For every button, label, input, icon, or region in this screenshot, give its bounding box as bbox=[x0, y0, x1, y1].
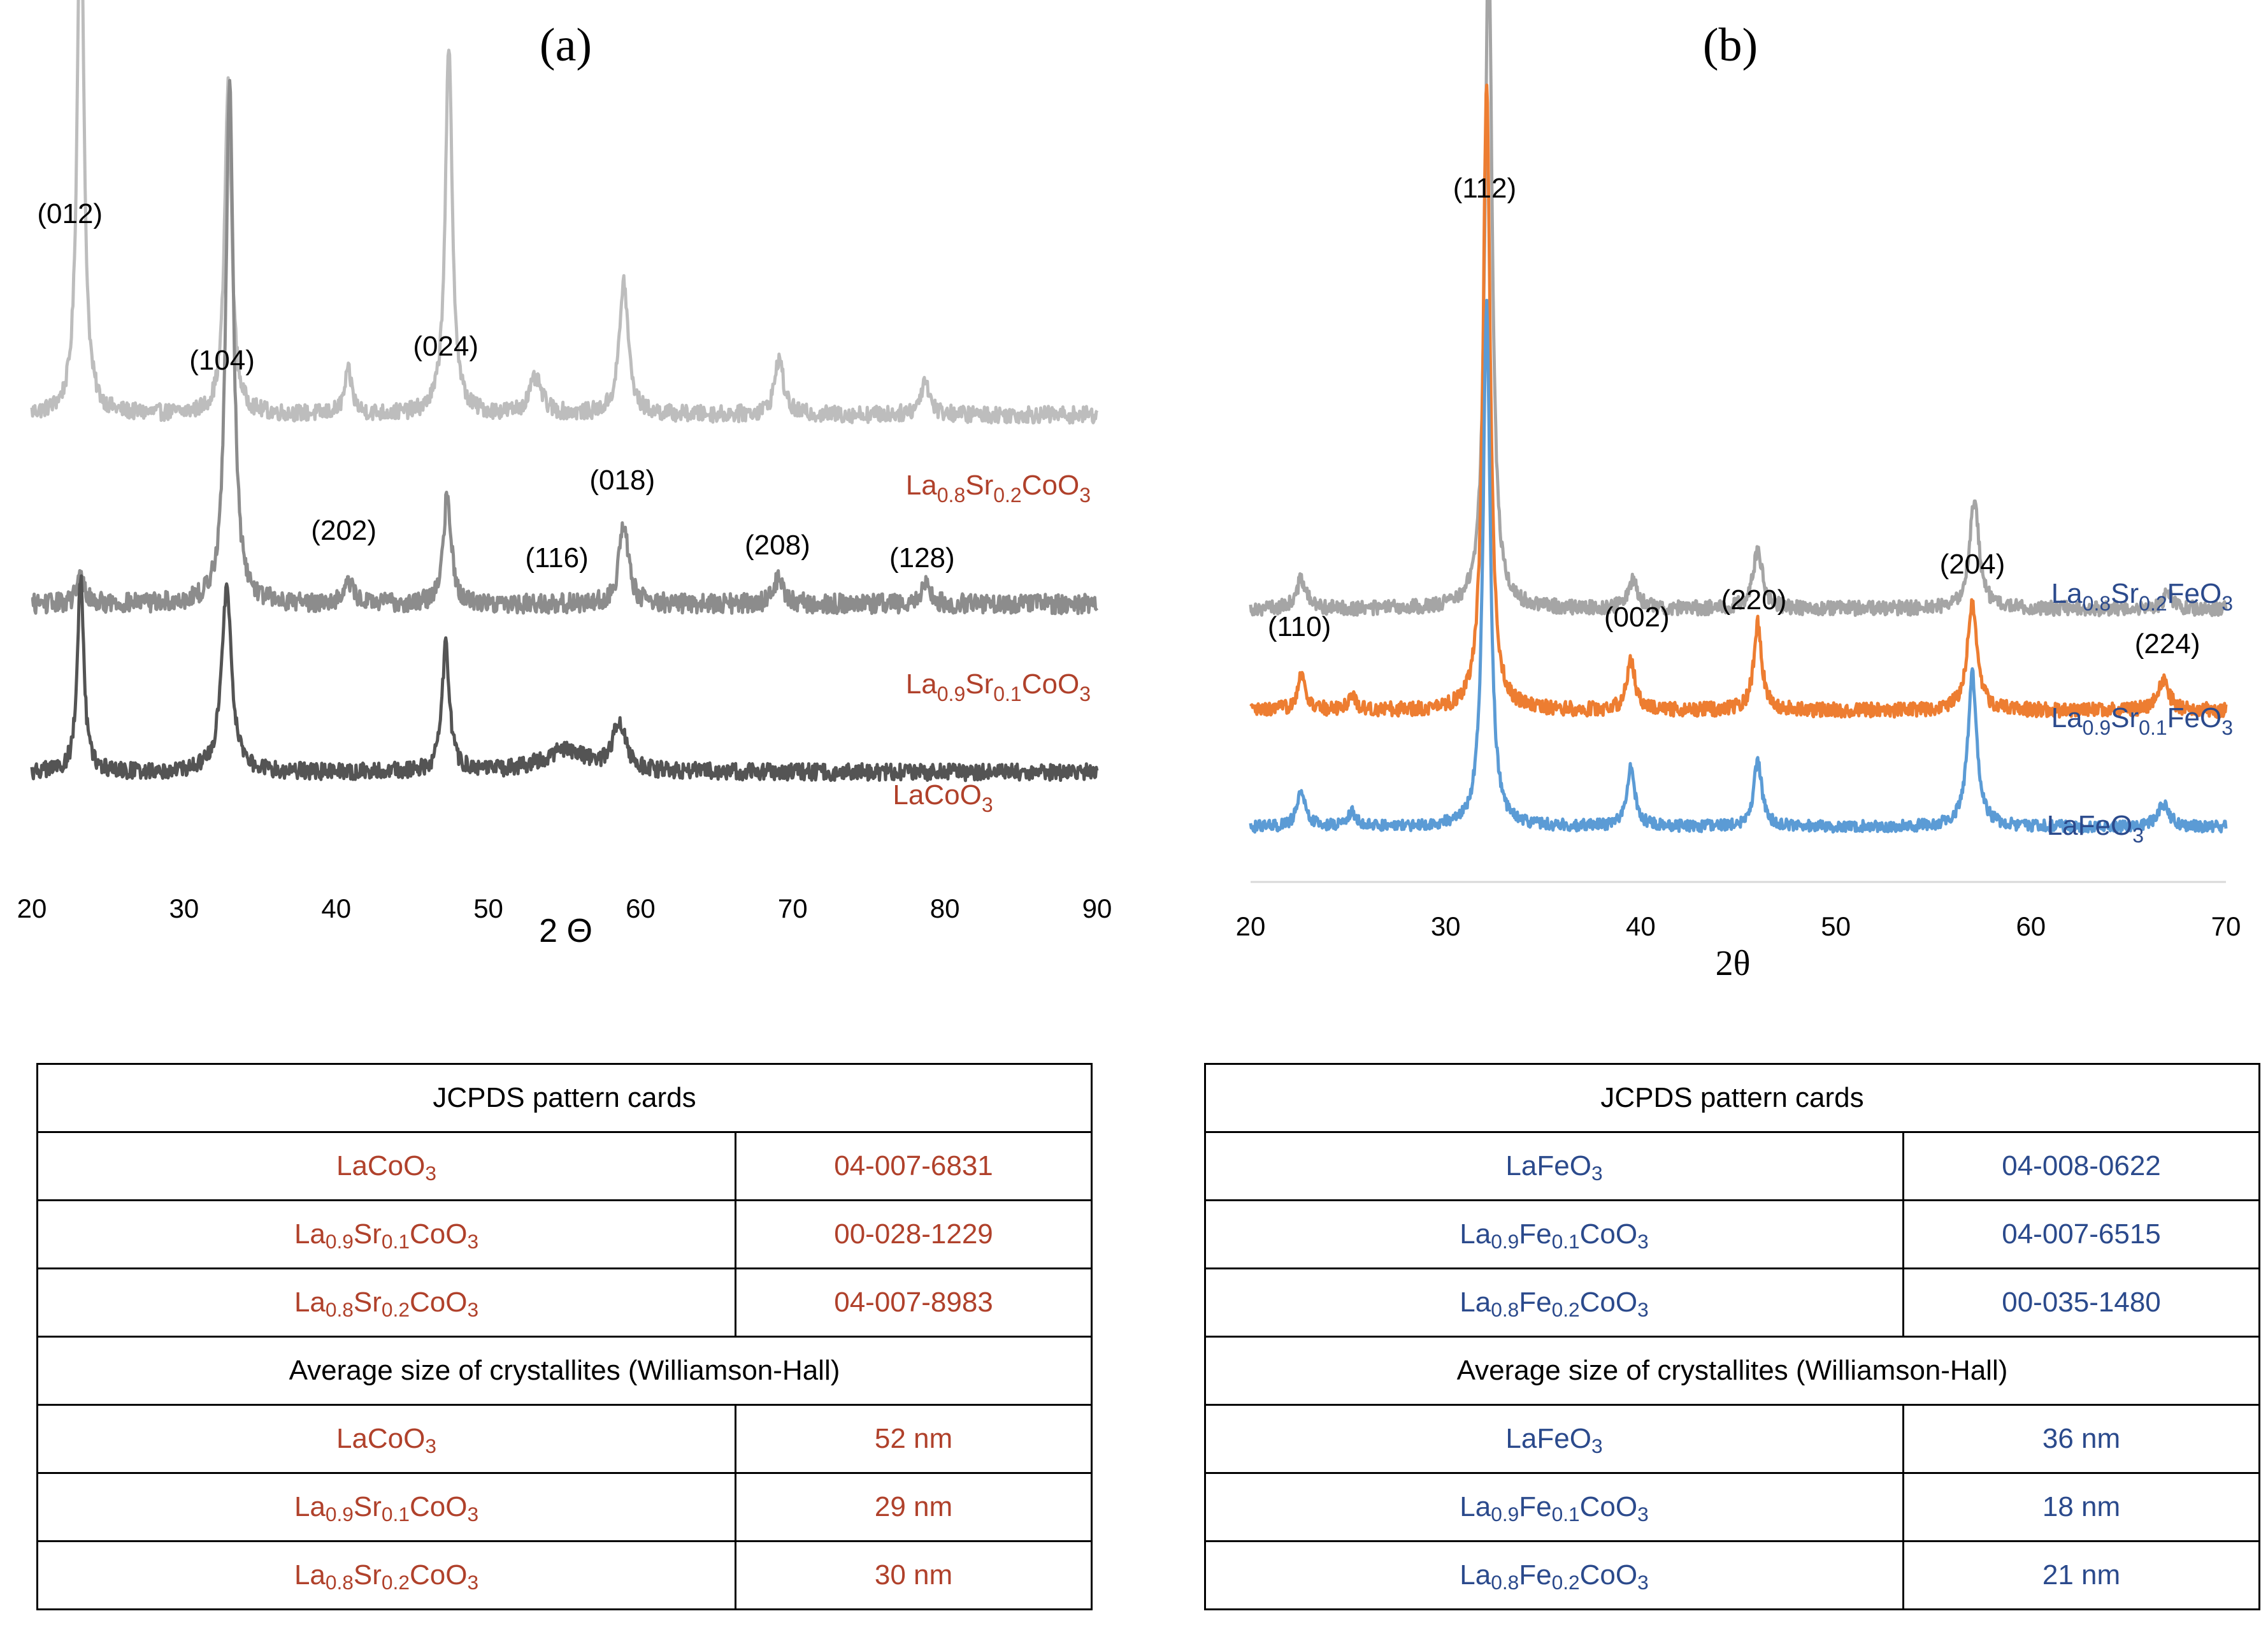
table-left-title-cards: JCPDS pattern cards bbox=[36, 1063, 1093, 1133]
table-row: La0.8Sr0.2CoO3 30 nm bbox=[36, 1540, 1093, 1610]
table-right-size: 18 nm bbox=[1902, 1472, 2260, 1542]
peak-label: (112) bbox=[1453, 173, 1516, 204]
table-left-card-number: 04-007-6831 bbox=[735, 1131, 1093, 1201]
table-row: La0.8Sr0.2CoO3 04-007-8983 bbox=[36, 1267, 1093, 1338]
series-line-lasr02 bbox=[30, 0, 1099, 425]
table-left-compound: LaCoO3 bbox=[36, 1404, 736, 1474]
x-tick-label: 80 bbox=[930, 893, 960, 923]
peak-label: (116) bbox=[525, 542, 588, 574]
table-right-size: 36 nm bbox=[1902, 1404, 2260, 1474]
table-right-title-sizes: Average size of crystallites (Williamson… bbox=[1204, 1336, 2260, 1406]
table-right-compound: La0.8Fe0.2CoO3 bbox=[1204, 1267, 1904, 1338]
peak-label: (128) bbox=[889, 542, 955, 574]
x-tick-label: 70 bbox=[2211, 911, 2241, 941]
panel-b-label: (b) bbox=[1703, 19, 1758, 71]
table-right-compound: La0.9Fe0.1CoO3 bbox=[1204, 1472, 1904, 1542]
legend-a-lasr01: La0.9Sr0.1CoO3 bbox=[906, 668, 1091, 705]
table-row: LaCoO3 52 nm bbox=[36, 1404, 1093, 1474]
table-right-size: 21 nm bbox=[1902, 1540, 2260, 1610]
legend-b-lasr02: La0.8Sr0.2FeO3 bbox=[2051, 578, 2233, 615]
table-row: La0.9Sr0.1CoO3 00-028-1229 bbox=[36, 1199, 1093, 1269]
x-tick-label: 20 bbox=[17, 893, 47, 923]
x-tick-label: 40 bbox=[1626, 911, 1656, 941]
table-left-size: 52 nm bbox=[735, 1404, 1093, 1474]
table-right-card-number: 04-008-0622 bbox=[1902, 1131, 2260, 1201]
x-tick-label: 70 bbox=[778, 893, 808, 923]
table-row: LaFeO3 36 nm bbox=[1204, 1404, 2260, 1474]
table-right-title-cards: JCPDS pattern cards bbox=[1204, 1063, 2260, 1133]
table-right: JCPDS pattern cards LaFeO3 04-008-0622 L… bbox=[1204, 1063, 2260, 1610]
table-left-compound: La0.8Sr0.2CoO3 bbox=[36, 1540, 736, 1610]
chart-b: (b) (110) (112) (002) (220) (204) (224) 20 30 4… bbox=[1236, 0, 2241, 981]
peak-label: (224) bbox=[2135, 628, 2200, 660]
table-row: La0.9Fe0.1CoO3 04-007-6515 bbox=[1204, 1199, 2260, 1269]
table-row: LaFeO3 04-008-0622 bbox=[1204, 1131, 2260, 1201]
table-left-card-number: 04-007-8983 bbox=[735, 1267, 1093, 1338]
peak-label: (110) bbox=[1268, 611, 1331, 642]
x-tick-label: 50 bbox=[1821, 911, 1851, 941]
table-row: La0.9Sr0.1CoO3 29 nm bbox=[36, 1472, 1093, 1542]
peak-label: (012) bbox=[37, 198, 103, 229]
x-tick-label: 60 bbox=[2016, 911, 2046, 941]
table-left-compound: La0.8Sr0.2CoO3 bbox=[36, 1267, 736, 1338]
table-right-compound: La0.8Fe0.2CoO3 bbox=[1204, 1540, 1904, 1610]
peak-label: (002) bbox=[1604, 602, 1670, 633]
table-right-compound: La0.9Fe0.1CoO3 bbox=[1204, 1199, 1904, 1269]
legend-a-lasr02: La0.8Sr0.2CoO3 bbox=[906, 470, 1091, 507]
x-tick-label: 40 bbox=[321, 893, 351, 923]
x-tick-label: 60 bbox=[626, 893, 656, 923]
table-left-size: 29 nm bbox=[735, 1472, 1093, 1542]
x-tick-label: 90 bbox=[1082, 893, 1112, 923]
table-right-compound: LaFeO3 bbox=[1204, 1404, 1904, 1474]
panel-a-label: (a) bbox=[540, 19, 592, 71]
peak-label: (104) bbox=[189, 345, 255, 376]
x-tick-label: 50 bbox=[473, 893, 503, 923]
series-line-lasr01 bbox=[1249, 83, 2228, 719]
legend-b-lafeo3: LaFeO3 bbox=[2047, 810, 2144, 847]
legend-b-lasr01: La0.9Sr0.1FeO3 bbox=[2051, 702, 2233, 739]
table-row: LaCoO3 04-007-6831 bbox=[36, 1131, 1093, 1201]
peak-label: (204) bbox=[1940, 549, 2006, 580]
legend-a-lacoo3: LaCoO3 bbox=[893, 779, 993, 816]
table-left-compound: La0.9Sr0.1CoO3 bbox=[36, 1472, 736, 1542]
peak-label: (018) bbox=[589, 465, 655, 496]
x-tick-label: 30 bbox=[1431, 911, 1461, 941]
table-row: La0.9Fe0.1CoO3 18 nm bbox=[1204, 1472, 2260, 1542]
chart-a: (a) (012) (104) (202) (024) (116) (018) (208) (… bbox=[17, 0, 1112, 949]
table-right-card-number: 04-007-6515 bbox=[1902, 1199, 2260, 1269]
series-line-lasr02 bbox=[1249, 0, 2228, 617]
table-left-compound: LaCoO3 bbox=[36, 1131, 736, 1201]
peak-label: (208) bbox=[745, 530, 810, 561]
table-right-card-number: 00-035-1480 bbox=[1902, 1267, 2260, 1338]
table-right-compound: LaFeO3 bbox=[1204, 1131, 1904, 1201]
peak-label: (202) bbox=[311, 515, 377, 546]
series-line-lasr01 bbox=[31, 78, 1099, 616]
x-axis-title-a: 2 Θ bbox=[539, 913, 592, 949]
x-tick-label: 20 bbox=[1236, 911, 1266, 941]
peak-label: (220) bbox=[1721, 584, 1787, 616]
table-left-title-sizes: Average size of crystallites (Williamson… bbox=[36, 1336, 1093, 1406]
table-row: La0.8Fe0.2CoO3 00-035-1480 bbox=[1204, 1267, 2260, 1338]
x-tick-label: 30 bbox=[169, 893, 199, 923]
table-left-card-number: 00-028-1229 bbox=[735, 1199, 1093, 1269]
figure: (a) (012) (104) (202) (024) (116) (018) (208) (… bbox=[17, 0, 2241, 981]
table-left: JCPDS pattern cards LaCoO3 04-007-6831 L… bbox=[36, 1063, 1093, 1610]
table-left-size: 30 nm bbox=[735, 1540, 1093, 1610]
x-axis-title-b: 2θ bbox=[1716, 944, 1751, 981]
peak-label: (024) bbox=[413, 331, 478, 362]
series-line-lafeo3 bbox=[1249, 298, 2228, 834]
series-line-lacoo3 bbox=[30, 574, 1099, 783]
table-left-compound: La0.9Sr0.1CoO3 bbox=[36, 1199, 736, 1269]
table-row: La0.8Fe0.2CoO3 21 nm bbox=[1204, 1540, 2260, 1610]
